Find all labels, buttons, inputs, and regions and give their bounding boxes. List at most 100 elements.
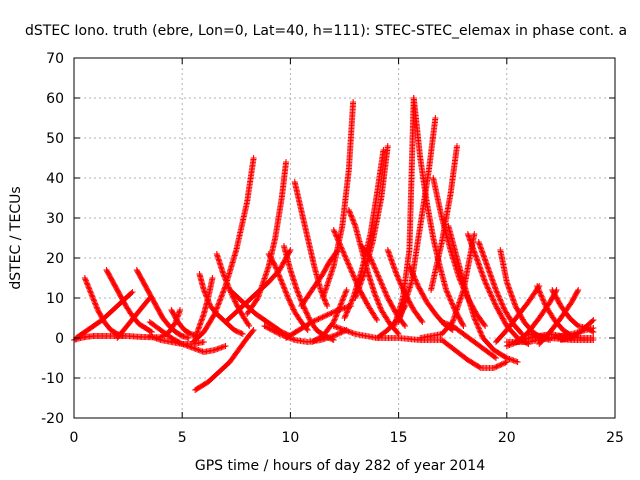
data-point bbox=[209, 275, 216, 281]
data-point bbox=[495, 293, 502, 300]
data-point bbox=[314, 316, 321, 323]
data-point bbox=[499, 360, 506, 367]
data-point bbox=[346, 304, 353, 311]
data-point bbox=[394, 329, 401, 336]
data-point bbox=[271, 261, 278, 268]
data-point bbox=[498, 299, 505, 305]
data-point bbox=[279, 281, 286, 288]
data-point bbox=[315, 316, 322, 322]
x-tick-label: 10 bbox=[281, 430, 299, 446]
data-point bbox=[276, 272, 283, 279]
data-point bbox=[492, 301, 499, 308]
data-point bbox=[294, 288, 301, 295]
data-point bbox=[309, 319, 316, 325]
data-point bbox=[332, 232, 339, 239]
data-point bbox=[540, 297, 547, 304]
data-point bbox=[367, 255, 374, 261]
data-point bbox=[538, 292, 545, 299]
data-point bbox=[535, 285, 542, 292]
data-point bbox=[331, 317, 338, 324]
data-point bbox=[250, 155, 257, 161]
data-point bbox=[349, 297, 356, 304]
y-tick-label: 40 bbox=[46, 171, 64, 187]
data-point bbox=[449, 301, 456, 308]
data-point bbox=[294, 289, 301, 296]
data-point bbox=[471, 316, 478, 323]
data-point bbox=[332, 231, 339, 237]
data-series-18 bbox=[265, 251, 311, 333]
data-point bbox=[474, 323, 481, 329]
data-point bbox=[220, 288, 227, 295]
data-point bbox=[444, 289, 451, 296]
data-point bbox=[339, 296, 346, 303]
data-point bbox=[335, 237, 342, 244]
data-point bbox=[334, 309, 341, 316]
data-point bbox=[270, 327, 277, 334]
data-point bbox=[493, 288, 500, 295]
data-point bbox=[380, 284, 387, 291]
y-tick-label: -10 bbox=[41, 371, 64, 387]
data-point bbox=[303, 310, 310, 317]
data-point bbox=[200, 339, 207, 345]
data-series-10 bbox=[192, 327, 257, 393]
data-series-34 bbox=[391, 95, 417, 329]
data-point bbox=[471, 315, 478, 321]
data-point bbox=[92, 300, 99, 307]
data-point bbox=[201, 288, 208, 295]
data-point bbox=[349, 269, 356, 276]
data-point bbox=[342, 291, 349, 297]
x-tick-label: 5 bbox=[178, 430, 187, 446]
data-point bbox=[497, 296, 504, 303]
data-point bbox=[371, 291, 378, 297]
data-point bbox=[279, 280, 286, 287]
data-point bbox=[128, 290, 135, 296]
data-point bbox=[346, 264, 353, 271]
data-point bbox=[331, 316, 338, 323]
data-point bbox=[216, 297, 223, 304]
data-point bbox=[377, 304, 384, 311]
data-point bbox=[481, 321, 488, 328]
data-point bbox=[483, 281, 490, 288]
data-point bbox=[488, 293, 495, 300]
data-point bbox=[332, 315, 339, 321]
y-tick-label: 10 bbox=[46, 291, 64, 307]
data-point bbox=[338, 300, 345, 307]
data-point bbox=[473, 320, 480, 327]
data-point bbox=[250, 327, 257, 333]
data-point bbox=[485, 285, 492, 292]
data-point bbox=[349, 215, 356, 221]
y-tick-label: 50 bbox=[46, 131, 64, 147]
data-point bbox=[499, 301, 506, 308]
plot-frame bbox=[73, 57, 616, 419]
data-point bbox=[284, 292, 291, 299]
data-point bbox=[220, 271, 227, 277]
data-point bbox=[280, 283, 287, 289]
data-point bbox=[347, 301, 354, 308]
data-point bbox=[254, 296, 261, 303]
data-point bbox=[261, 323, 268, 329]
data-point bbox=[574, 322, 581, 328]
data-point bbox=[474, 321, 481, 328]
data-point bbox=[211, 311, 218, 317]
data-point bbox=[316, 315, 323, 322]
data-point bbox=[494, 363, 501, 370]
data-point bbox=[373, 268, 380, 275]
data-point bbox=[517, 329, 524, 336]
data-point bbox=[536, 289, 543, 296]
data-point bbox=[347, 265, 354, 272]
data-point bbox=[337, 241, 344, 248]
data-point bbox=[338, 299, 345, 305]
data-point bbox=[287, 300, 294, 307]
data-point bbox=[446, 293, 453, 300]
data-point bbox=[343, 311, 350, 317]
data-point bbox=[377, 279, 384, 285]
data-point bbox=[395, 275, 402, 281]
data-point bbox=[498, 361, 505, 368]
data-point bbox=[450, 303, 457, 309]
data-series-44 bbox=[475, 239, 525, 337]
data-point bbox=[92, 301, 99, 308]
data-point bbox=[492, 355, 499, 361]
data-point bbox=[279, 332, 286, 339]
data-series-3 bbox=[73, 289, 136, 341]
data-point bbox=[340, 295, 347, 301]
